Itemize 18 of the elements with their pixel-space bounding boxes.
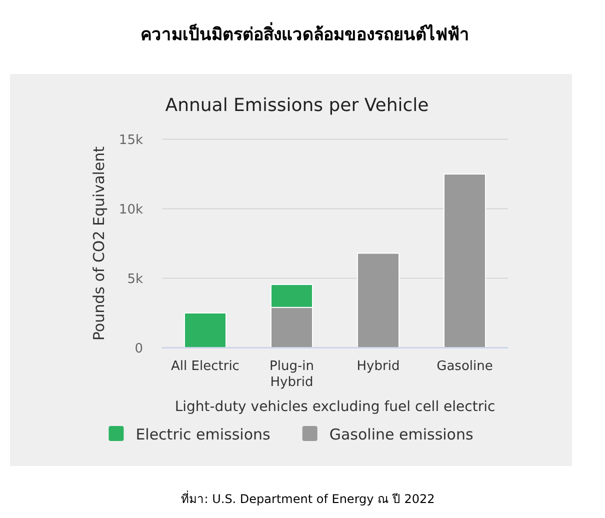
x-tick-label: Gasoline [436, 359, 493, 374]
text: ที่มา: U.S. Department of Energy ณ ปี 2022 [181, 490, 435, 506]
legend-label: Gasoline emissions [329, 425, 474, 444]
chart-subtitle: Annual Emissions per Vehicle [165, 95, 429, 116]
y-axis-title: Pounds of CO2 Equivalent [90, 146, 108, 341]
y-tick-label: 15k [118, 132, 144, 148]
x-tick-label: Plug-in Hybrid [270, 359, 314, 390]
bar [356, 252, 400, 348]
bar [443, 174, 486, 348]
bar [184, 312, 227, 348]
x-axis-title: Light-duty vehicles excluding fuel cell electric [174, 399, 496, 415]
x-tick-label: Hybrid [356, 359, 400, 374]
legend-label: Electric emissions [136, 425, 271, 444]
y-tick-label: 10k [118, 202, 144, 218]
y-tick-label: 0 [134, 341, 143, 356]
x-tick-label: All Electric [171, 359, 240, 374]
y-tick-label: 5k [127, 272, 144, 287]
chart-title: ความเป็นมิตรต่อสิ่งแวดล้อมของรถยนต์ไฟฟ้า [140, 22, 470, 45]
